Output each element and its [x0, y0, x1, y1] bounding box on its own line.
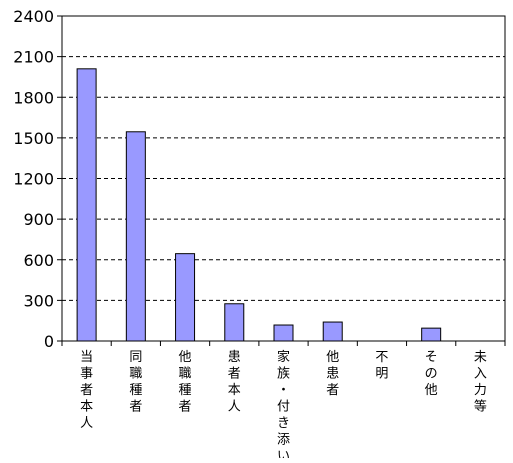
x-tick-label-char: き [277, 416, 290, 431]
bars [76, 68, 442, 342]
bar [125, 131, 146, 342]
x-tick-label-char: 者 [326, 383, 339, 398]
x-tick-label-char: 他 [179, 350, 192, 365]
x-tick-label-char: 種 [179, 382, 192, 398]
x-tick-label: 当事者本人 [80, 350, 93, 431]
y-tick-labels: 0 300 600 900 1200 1500 1800 2100 2400 [13, 7, 54, 351]
x-tick-label-char: そ [425, 350, 438, 365]
x-tick-label-char: 同 [129, 350, 142, 365]
y-tick-label: 300 [23, 291, 54, 310]
x-tick-label: 未入力等 [474, 350, 487, 415]
bar [76, 68, 97, 342]
x-tick-label-char: 不 [375, 350, 388, 365]
x-tick-label-char: 付 [277, 400, 290, 415]
bar [224, 303, 245, 342]
x-tick-label-char: い [277, 449, 290, 458]
x-tick-label-char: 職 [129, 367, 142, 382]
bar [421, 327, 442, 342]
x-tick-label-char: 族 [277, 366, 290, 382]
y-tick-label: 1200 [13, 170, 54, 189]
x-tick-label-char: 家 [277, 349, 290, 365]
x-tick-label-char: 添 [277, 433, 290, 448]
x-tick-label-char: 入 [474, 367, 487, 382]
x-tick-label-char: の [425, 367, 438, 382]
x-tick-label-char: ・ [277, 383, 290, 398]
x-tick-label: 他患者 [326, 350, 339, 398]
bar [322, 321, 343, 342]
x-tick-label-char: 他 [425, 383, 438, 398]
x-tick-label-char: 者 [228, 367, 241, 382]
y-tick-label: 1500 [13, 129, 54, 148]
x-tick-label: その他 [425, 350, 438, 398]
x-tick-label-char: 人 [228, 400, 241, 415]
x-tick-label-char: 患 [228, 350, 241, 365]
axes [57, 15, 506, 346]
x-tick-label-char: 者 [179, 400, 192, 415]
y-tick-label: 2400 [13, 7, 54, 26]
x-tick-label: 家族・付き添い [277, 349, 290, 458]
x-tick-label-char: 事 [80, 367, 93, 382]
x-tick-label: 患者本人 [228, 350, 241, 415]
bar [273, 324, 294, 342]
y-tick-label: 0 [44, 332, 54, 351]
x-tick-label-char: 職 [179, 367, 192, 382]
y-tick-label: 2100 [13, 48, 54, 67]
x-tick-label-char: 明 [375, 367, 388, 382]
x-tick-label-char: 者 [129, 400, 142, 415]
x-tick-label-char: 種 [129, 382, 142, 398]
x-tick-label-char: 本 [80, 400, 93, 415]
bar [175, 253, 196, 342]
x-tick-label-char: 患 [326, 367, 339, 382]
x-tick-label-char: 本 [228, 383, 241, 398]
x-tick-label: 不明 [375, 350, 388, 382]
x-tick-label-char: 者 [80, 383, 93, 398]
y-tick-label: 1800 [13, 88, 54, 107]
x-tick-label-char: 力 [474, 383, 487, 398]
x-tick-label-char: 未 [474, 350, 487, 365]
x-tick-label: 同職種者 [129, 350, 142, 415]
x-tick-label-char: 他 [326, 350, 339, 365]
y-tick-label: 600 [23, 251, 54, 270]
x-tick-label-char: 人 [80, 416, 93, 431]
x-tick-label: 他職種者 [179, 350, 192, 415]
x-tick-label-char: 当 [80, 350, 93, 365]
y-tick-label: 900 [23, 210, 54, 229]
x-tick-label-char: 等 [474, 399, 487, 415]
